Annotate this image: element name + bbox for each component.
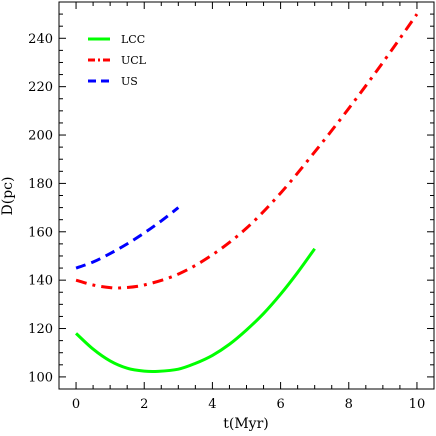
x-tick-label: 6	[276, 397, 284, 412]
legend-label-ucl: UCL	[121, 54, 147, 67]
ticks-layer: 0 2 4 6 8 10 100 120 140 160 180 200 220 240	[28, 1, 435, 412]
x-tick-label: 8	[345, 397, 353, 412]
y-tick-label: 200	[28, 129, 53, 144]
x-axis-title: t(Myr)	[223, 416, 269, 432]
x-tick-label: 10	[409, 397, 426, 412]
series-layer	[75, 13, 419, 374]
y-tick-label: 240	[28, 32, 53, 47]
y-tick-label: 180	[28, 177, 53, 192]
series-line-us	[75, 206, 180, 270]
x-tick-label: 4	[208, 397, 216, 412]
series-line-ucl	[75, 13, 419, 290]
legend-label-lcc: LCC	[121, 33, 145, 46]
y-tick-label: 160	[28, 225, 53, 240]
y-axis-title: D(pc)	[0, 177, 16, 216]
legend: LCC UCL US	[88, 33, 147, 88]
y-tick-label: 120	[28, 322, 53, 337]
series-line-lcc	[75, 247, 316, 374]
x-tick-label: 2	[140, 397, 148, 412]
y-tick-label: 140	[28, 274, 53, 289]
y-tick-label: 220	[28, 80, 53, 95]
x-tick-label: 0	[72, 397, 80, 412]
y-tick-label: 100	[28, 370, 53, 385]
legend-label-us: US	[121, 75, 138, 88]
